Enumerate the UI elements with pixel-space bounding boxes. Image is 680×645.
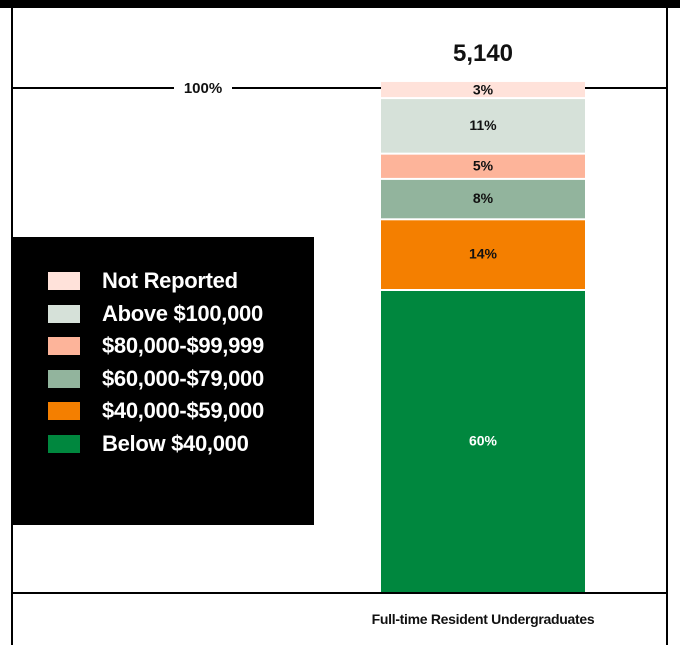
segment-separator: [381, 216, 585, 221]
data-label: 3%: [473, 82, 494, 98]
data-label: 14%: [469, 246, 498, 262]
data-label: 8%: [473, 190, 494, 206]
legend-item: $40,000-$59,000: [48, 395, 314, 428]
data-label: 60%: [469, 433, 498, 449]
bar-segment: [381, 289, 585, 592]
legend-label: Below $40,000: [102, 430, 249, 456]
hundred-percent-line: [11, 87, 668, 89]
legend-label: $80,000-$99,999: [102, 333, 264, 359]
bar-segment: [381, 97, 585, 153]
legend-label: $60,000-$79,000: [102, 365, 264, 391]
legend-label: Above $100,000: [102, 300, 263, 326]
legend-item: $80,000-$99,999: [48, 330, 314, 363]
legend: Not Reported Above $100,000 $80,000-$99,99…: [12, 237, 314, 525]
legend-item: Not Reported: [48, 265, 314, 298]
total-count-label: 5,140: [452, 40, 514, 67]
baseline-rule: [11, 592, 668, 594]
bar-segment: [381, 152, 585, 178]
bar-segment: [381, 177, 585, 219]
legend-swatch: [48, 434, 80, 453]
legend-swatch: [48, 369, 80, 388]
top-border: [0, 0, 680, 8]
right-border: [666, 8, 668, 645]
legend-item: Below $40,000: [48, 428, 314, 461]
legend-label: Not Reported: [102, 268, 238, 294]
legend-item: Above $100,000: [48, 298, 314, 331]
hundred-percent-label: 100%: [174, 80, 232, 97]
legend-swatch: [48, 272, 80, 291]
legend-item: $60,000-$79,000: [48, 363, 314, 396]
legend-swatch: [48, 337, 80, 356]
data-label: 11%: [469, 117, 497, 133]
data-label: 5%: [473, 157, 494, 173]
bar-segment: [381, 218, 585, 289]
bar-segment: [381, 81, 585, 98]
legend-swatch: [48, 402, 80, 421]
x-axis-category-label: Full-time Resident Undergraduates: [371, 611, 595, 627]
legend-swatch: [48, 304, 80, 323]
legend-label: $40,000-$59,000: [102, 398, 264, 424]
